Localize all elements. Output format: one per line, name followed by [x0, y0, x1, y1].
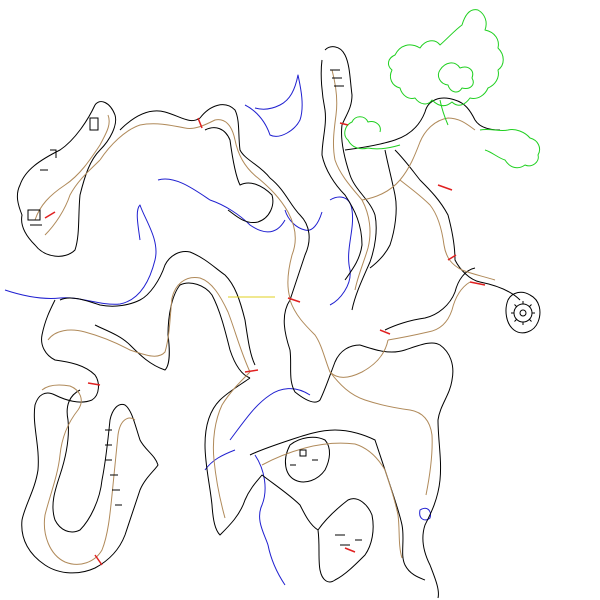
vegetation-link — [439, 99, 449, 126]
water-south-stream — [254, 454, 286, 586]
contour-basin-1 — [261, 442, 403, 559]
connector-nw — [44, 211, 56, 219]
detail-central-cluster — [290, 449, 318, 466]
water-layer — [4, 74, 431, 586]
connector-southwest — [94, 554, 103, 566]
vegetation-canopy-north — [387, 9, 504, 107]
connector-layer — [44, 117, 486, 566]
connector-ne-top — [339, 122, 349, 126]
contour-layer — [34, 69, 496, 565]
contour-central-2 — [289, 299, 389, 378]
wall-ne-hub-lower — [394, 149, 521, 301]
water-loop-north — [244, 74, 303, 137]
detail-nw-structures — [27, 117, 99, 226]
contour-ne-1 — [331, 69, 371, 291]
wall-ne-hub — [344, 97, 501, 151]
wall-central-basin — [249, 429, 426, 581]
water-upper-mid — [284, 209, 323, 231]
detail-layer — [27, 69, 535, 546]
contour-north-1 — [99, 119, 236, 161]
vegetation-canopy-inner — [437, 62, 474, 93]
water-river-west — [4, 204, 157, 305]
wall-north-inner — [204, 127, 274, 224]
wall-ne-column — [324, 46, 377, 311]
water-central-flow — [229, 388, 311, 441]
wall-central-spine — [283, 299, 361, 403]
contour-basin-2 — [329, 371, 433, 496]
wall-central-main — [204, 377, 319, 536]
walls-layer — [16, 46, 541, 599]
wall-west-pillar — [21, 299, 159, 574]
wall-south-bend — [317, 498, 374, 583]
gear-icon — [511, 301, 535, 325]
wall-central-cluster — [284, 436, 330, 483]
contour-central-1 — [212, 371, 251, 519]
contour-ne-2 — [361, 117, 476, 201]
connector-west — [87, 382, 101, 386]
contour-west-1 — [47, 276, 251, 373]
connector-ne-mid — [437, 184, 453, 191]
water-east-strip — [329, 196, 354, 306]
wall-ne-inner — [320, 59, 363, 281]
wall-se-cog — [505, 291, 541, 334]
contour-north-2 — [234, 139, 296, 299]
wall-east-inner — [384, 267, 476, 331]
wall-east-main — [359, 342, 454, 599]
wall-ne-diag — [369, 149, 397, 269]
water-channel-north — [157, 178, 286, 233]
connector-ne-low — [447, 254, 457, 261]
detail-west-column — [105, 429, 122, 506]
connector-mid-east — [379, 329, 391, 335]
wall-nw-branch — [16, 101, 117, 257]
contour-ne-3 — [399, 179, 496, 281]
detail-ne-top — [330, 69, 344, 87]
wall-west-upper — [59, 251, 256, 366]
connector-north — [197, 117, 203, 129]
water-east-pool — [419, 507, 431, 521]
vegetation-layer — [344, 9, 541, 169]
detail-south-marks — [335, 534, 362, 546]
contour-east-1 — [387, 281, 471, 341]
contour-west-2 — [41, 384, 136, 565]
connector-central — [287, 297, 301, 303]
water-central-west — [204, 449, 236, 471]
connector-south — [344, 547, 356, 553]
vegetation-west-arm — [344, 116, 401, 150]
vegetation-east-arm — [479, 128, 541, 169]
contour-nw-1 — [34, 114, 110, 221]
wall-north-central — [119, 104, 310, 301]
connector-east — [469, 281, 486, 286]
connector-central-low — [244, 369, 259, 373]
contour-nw-2 — [44, 159, 101, 236]
